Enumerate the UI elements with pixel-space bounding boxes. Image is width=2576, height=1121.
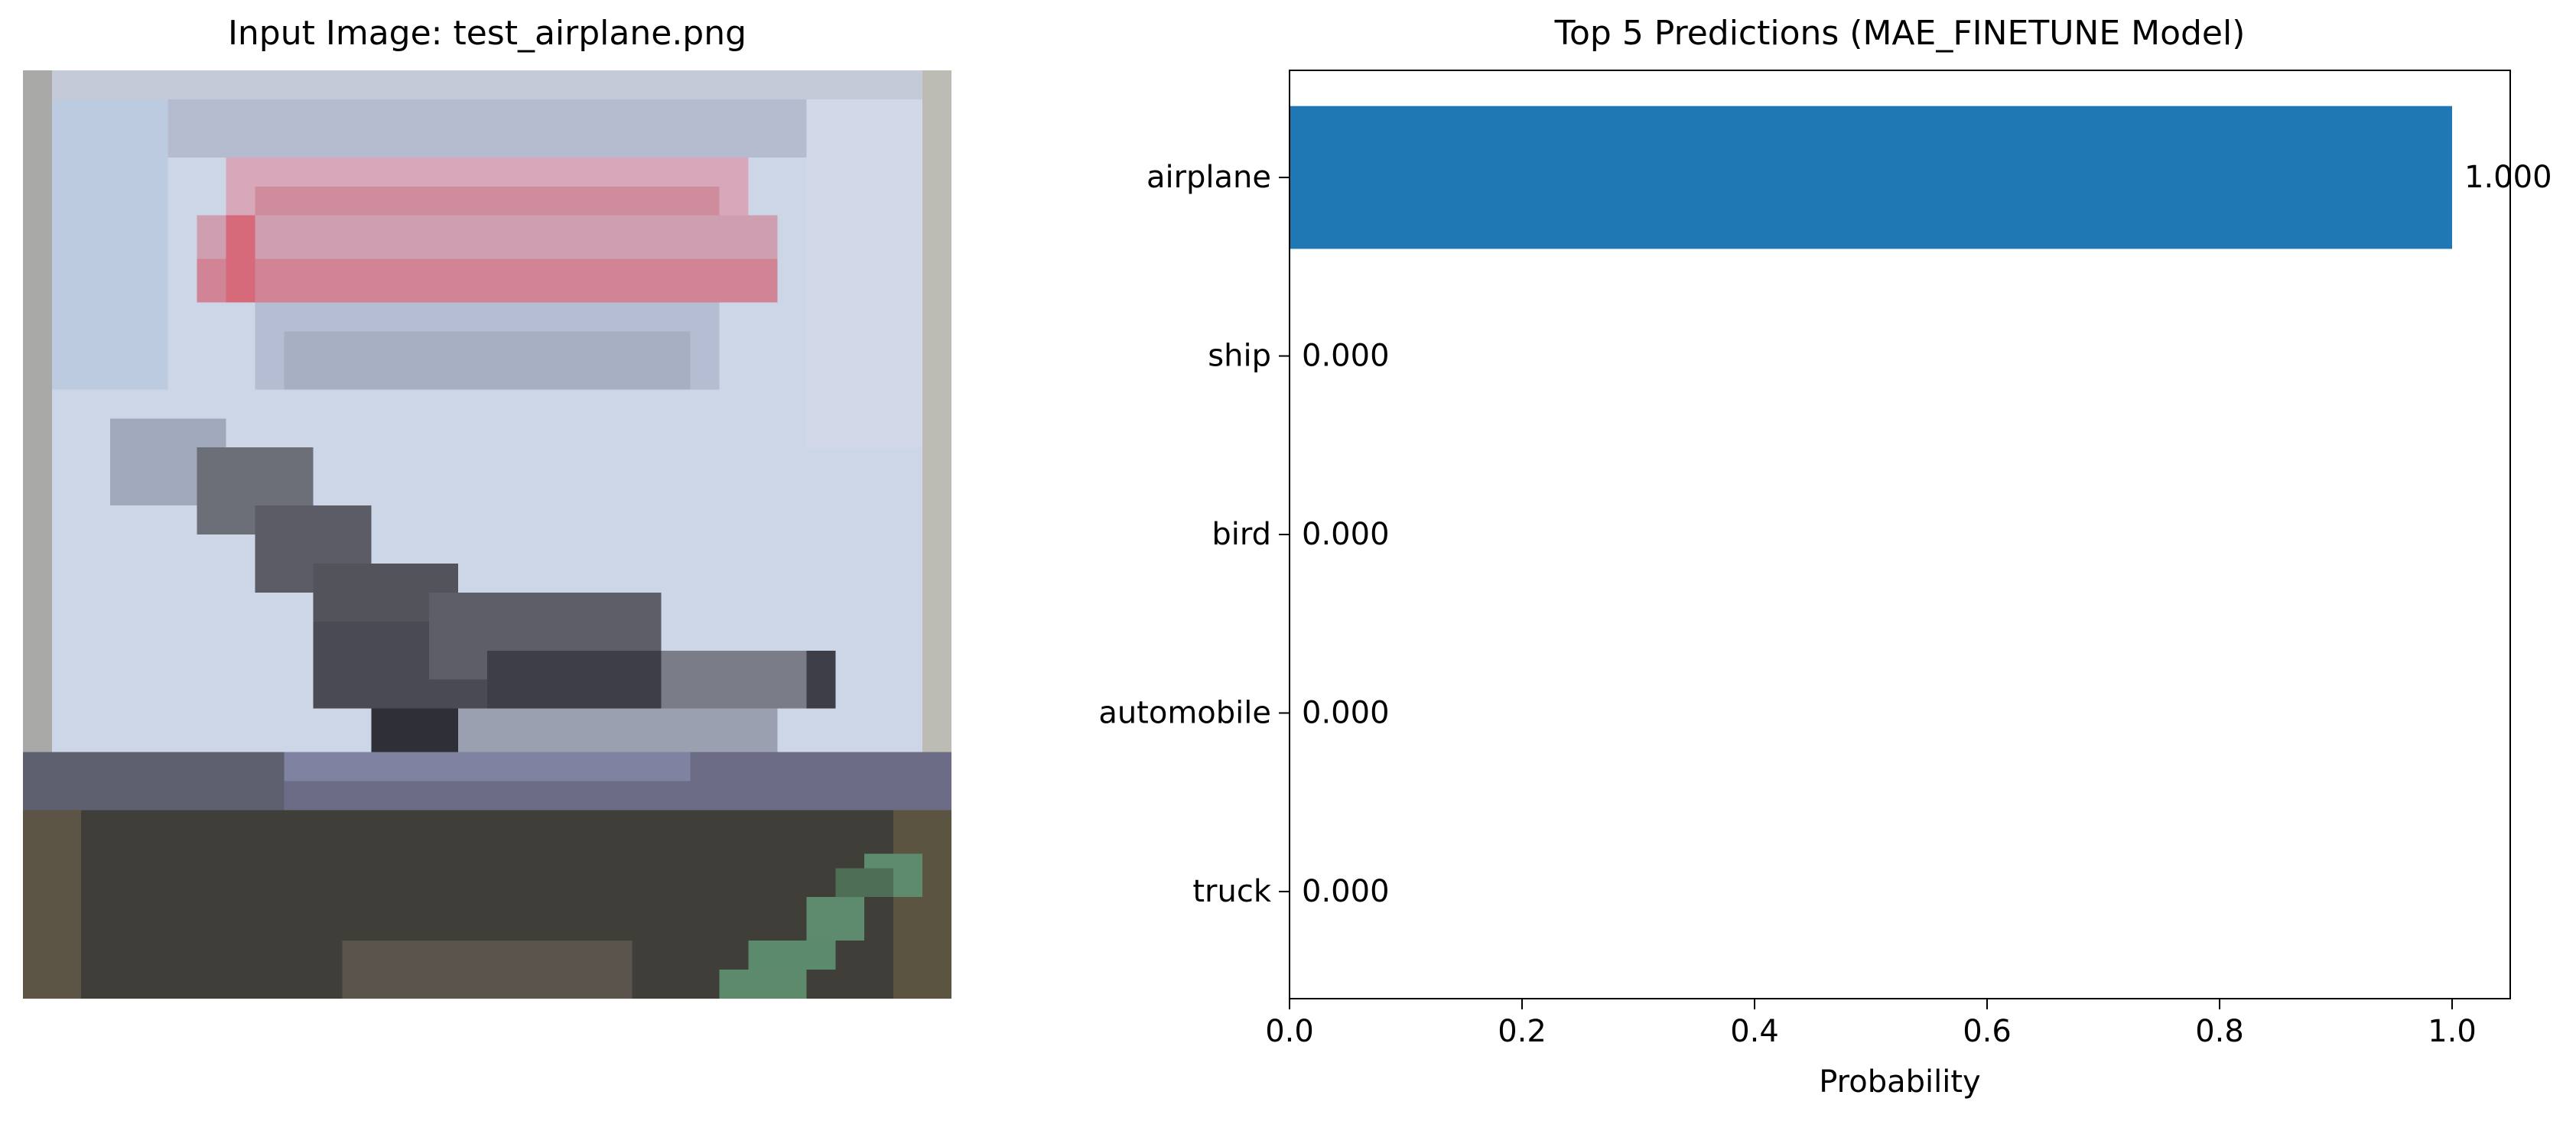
- chart-title: Top 5 Predictions (MAE_FINETUNE Model): [1554, 14, 2246, 53]
- xtick-label: 0.8: [2195, 1014, 2244, 1049]
- value-label-truck: 0.000: [1302, 874, 1390, 909]
- image-title: Input Image: test_airplane.png: [227, 14, 747, 53]
- xtick-label: 0.2: [1498, 1014, 1547, 1049]
- value-label-bird: 0.000: [1302, 517, 1390, 552]
- value-label-ship: 0.000: [1302, 339, 1390, 374]
- ytick-label-bird: bird: [1212, 517, 1271, 552]
- xtick-label: 0.6: [1963, 1014, 2012, 1049]
- ytick-label-truck: truck: [1192, 874, 1271, 909]
- ytick-label-airplane: airplane: [1147, 160, 1271, 195]
- xtick-label: 1.0: [2428, 1014, 2477, 1049]
- xtick-label: 0.4: [1730, 1014, 1779, 1049]
- input-airplane-image: [23, 70, 951, 999]
- x-axis-label: Probability: [1819, 1064, 1980, 1100]
- plot-frame: [1289, 70, 2511, 999]
- xtick-label: 0.0: [1265, 1014, 1314, 1049]
- bar-airplane: [1290, 106, 2452, 249]
- ytick-label-ship: ship: [1208, 339, 1271, 374]
- ytick-label-automobile: automobile: [1098, 695, 1271, 730]
- value-label-airplane: 1.000: [2464, 160, 2552, 195]
- value-label-automobile: 0.000: [1302, 695, 1390, 730]
